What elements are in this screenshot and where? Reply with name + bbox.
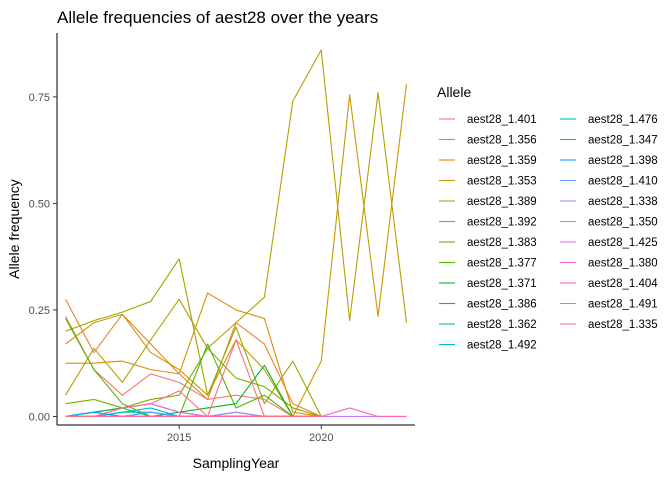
legend-label: aest28_1.356 bbox=[467, 135, 537, 147]
x-tick-label: 2015 bbox=[167, 432, 191, 444]
legend-label: aest28_1.380 bbox=[588, 258, 658, 270]
x-axis-ticks: 2015 2020 bbox=[167, 425, 333, 444]
legend-item: aest28_1.386 bbox=[439, 299, 537, 311]
y-axis-ticks: 0.00 0.25 0.50 0.75 bbox=[29, 92, 57, 423]
legend-label: aest28_1.347 bbox=[588, 135, 658, 147]
legend-item: aest28_1.392 bbox=[439, 217, 537, 229]
series-lines bbox=[65, 49, 408, 418]
legend-item: aest28_1.492 bbox=[439, 340, 537, 352]
legend-label: aest28_1.404 bbox=[588, 278, 658, 290]
y-axis-title: Allele frequency bbox=[6, 179, 22, 279]
chart-title: Allele frequencies of aest28 over the ye… bbox=[57, 8, 378, 27]
legend-label: aest28_1.492 bbox=[467, 340, 537, 352]
series-line-aest28_1-335 bbox=[65, 339, 322, 418]
legend-item: aest28_1.350 bbox=[560, 217, 658, 229]
y-tick-label: 0.00 bbox=[29, 411, 50, 423]
series-line-aest28_1-359 bbox=[65, 292, 322, 418]
legend-item: aest28_1.347 bbox=[560, 135, 658, 147]
series-line-aest28_1-383 bbox=[65, 347, 322, 418]
legend-label: aest28_1.410 bbox=[588, 176, 658, 188]
y-tick-label: 0.50 bbox=[29, 198, 50, 210]
legend-label: aest28_1.476 bbox=[588, 114, 658, 126]
legend-label: aest28_1.383 bbox=[467, 237, 537, 249]
legend-label: aest28_1.371 bbox=[467, 278, 537, 290]
legend-label: aest28_1.362 bbox=[467, 319, 537, 331]
legend-item: aest28_1.476 bbox=[560, 114, 658, 126]
legend-label: aest28_1.353 bbox=[467, 176, 537, 188]
series-line-aest28_1-377 bbox=[65, 318, 322, 418]
legend-item: aest28_1.335 bbox=[560, 319, 658, 331]
legend-item: aest28_1.410 bbox=[560, 176, 658, 188]
legend-label: aest28_1.392 bbox=[467, 217, 537, 229]
legend-label: aest28_1.377 bbox=[467, 258, 537, 270]
legend-item: aest28_1.404 bbox=[560, 278, 658, 290]
legend-item: aest28_1.377 bbox=[439, 258, 537, 270]
x-tick-label: 2020 bbox=[309, 432, 333, 444]
legend-item: aest28_1.356 bbox=[439, 135, 537, 147]
legend-item: aest28_1.383 bbox=[439, 237, 537, 249]
x-axis-title: SamplingYear bbox=[193, 455, 280, 471]
y-tick-label: 0.75 bbox=[29, 92, 50, 104]
legend-label: aest28_1.386 bbox=[467, 299, 537, 311]
legend-item: aest28_1.353 bbox=[439, 176, 537, 188]
legend-item: aest28_1.425 bbox=[560, 237, 658, 249]
legend: Allele aest28_1.401aest28_1.356aest28_1.… bbox=[437, 84, 658, 352]
legend-item: aest28_1.491 bbox=[560, 299, 658, 311]
legend-label: aest28_1.338 bbox=[588, 196, 658, 208]
legend-label: aest28_1.350 bbox=[588, 217, 658, 229]
legend-title: Allele bbox=[437, 84, 471, 100]
legend-item: aest28_1.389 bbox=[439, 196, 537, 208]
legend-item: aest28_1.398 bbox=[560, 155, 658, 167]
series-line-aest28_1-353 bbox=[65, 84, 408, 418]
series-line-aest28_1-392 bbox=[65, 258, 322, 417]
legend-item: aest28_1.401 bbox=[439, 114, 537, 126]
y-tick-label: 0.25 bbox=[29, 305, 50, 317]
legend-label: aest28_1.359 bbox=[467, 155, 537, 167]
legend-label: aest28_1.335 bbox=[588, 319, 658, 331]
series-line-aest28_1-389 bbox=[65, 49, 408, 396]
legend-item: aest28_1.380 bbox=[560, 258, 658, 270]
legend-label: aest28_1.389 bbox=[467, 196, 537, 208]
legend-label: aest28_1.398 bbox=[588, 155, 658, 167]
legend-item: aest28_1.371 bbox=[439, 278, 537, 290]
legend-item: aest28_1.362 bbox=[439, 319, 537, 331]
legend-label: aest28_1.401 bbox=[467, 114, 537, 126]
legend-label: aest28_1.491 bbox=[588, 299, 658, 311]
plot-area: 2015 2020 0.00 0.25 0.50 0.75 bbox=[29, 33, 415, 444]
legend-items: aest28_1.401aest28_1.356aest28_1.359aest… bbox=[439, 114, 658, 352]
legend-item: aest28_1.359 bbox=[439, 155, 537, 167]
legend-label: aest28_1.425 bbox=[588, 237, 658, 249]
legend-item: aest28_1.338 bbox=[560, 196, 658, 208]
series-line-aest28_1-401 bbox=[65, 316, 322, 418]
series-line-aest28_1-356 bbox=[65, 299, 322, 417]
